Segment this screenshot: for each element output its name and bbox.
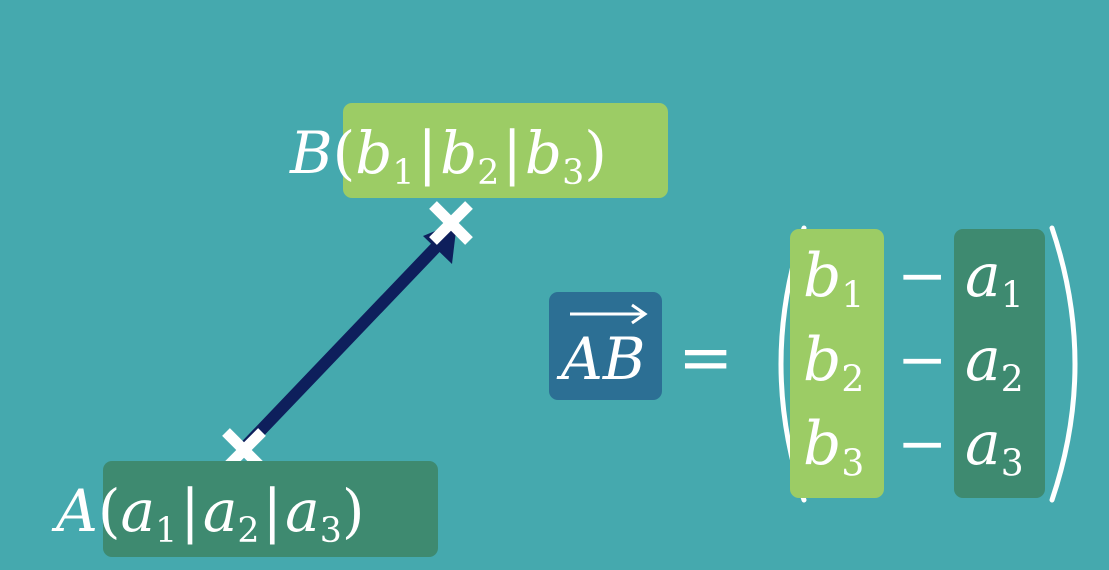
point-a-label: A(a1|a2|a3)	[56, 477, 365, 552]
matrix-minus-2: −	[897, 325, 948, 395]
point-a-highlight	[103, 461, 438, 557]
vector-arrow-shaft	[238, 239, 444, 454]
point-a-name: A	[56, 477, 98, 545]
matrix-minus-3: −	[897, 409, 948, 479]
matrix-a2: a2	[965, 325, 1024, 401]
vector-ab-label: AB	[561, 325, 646, 393]
point-b-highlight	[343, 103, 668, 198]
vector-ab-box	[549, 292, 662, 400]
matrix-a3: a3	[965, 409, 1024, 485]
right-bracket	[1049, 225, 1078, 503]
equals-sign: =	[678, 319, 734, 396]
point-b-label: B(b1|b2|b3)	[290, 119, 607, 194]
matrix-b1: b1	[803, 241, 865, 317]
matrix-b3: b3	[803, 409, 865, 485]
matrix-b2: b2	[803, 325, 865, 401]
cross-marker-b	[429, 201, 473, 245]
point-b-name: B	[290, 119, 333, 187]
b-column-highlight	[790, 229, 884, 498]
matrix-minus-1: −	[897, 241, 948, 311]
matrix-a1: a1	[965, 241, 1024, 317]
a-column-highlight	[954, 229, 1045, 498]
